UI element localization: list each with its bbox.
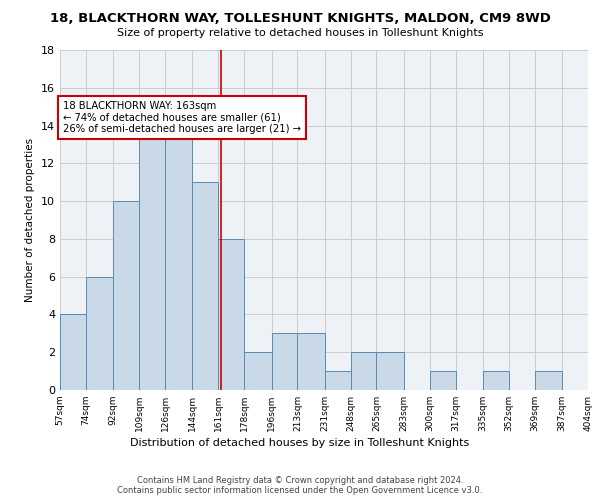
Bar (244, 352, 272, 390)
Text: Contains HM Land Registry data © Crown copyright and database right 2024.
Contai: Contains HM Land Registry data © Crown c… (118, 476, 482, 495)
Text: 18 BLACKTHORN WAY: 163sqm
← 74% of detached houses are smaller (61)
26% of semi-: 18 BLACKTHORN WAY: 163sqm ← 74% of detac… (63, 101, 301, 134)
Bar (165, 106, 193, 390)
Bar (113, 201, 139, 390)
Bar (430, 371, 455, 390)
Bar (350, 352, 376, 390)
Text: Size of property relative to detached houses in Tolleshunt Knights: Size of property relative to detached ho… (117, 28, 483, 38)
Bar (193, 182, 218, 390)
Bar (483, 371, 509, 390)
Bar (376, 352, 404, 390)
Bar (60, 314, 86, 390)
Bar (86, 276, 113, 390)
Text: 18, BLACKTHORN WAY, TOLLESHUNT KNIGHTS, MALDON, CM9 8WD: 18, BLACKTHORN WAY, TOLLESHUNT KNIGHTS, … (50, 12, 550, 26)
Bar (218, 239, 244, 390)
Bar (272, 334, 298, 390)
Bar (139, 126, 165, 390)
Bar (325, 371, 350, 390)
Bar (298, 334, 325, 390)
Text: Distribution of detached houses by size in Tolleshunt Knights: Distribution of detached houses by size … (130, 438, 470, 448)
Bar (535, 371, 562, 390)
Y-axis label: Number of detached properties: Number of detached properties (25, 138, 35, 302)
